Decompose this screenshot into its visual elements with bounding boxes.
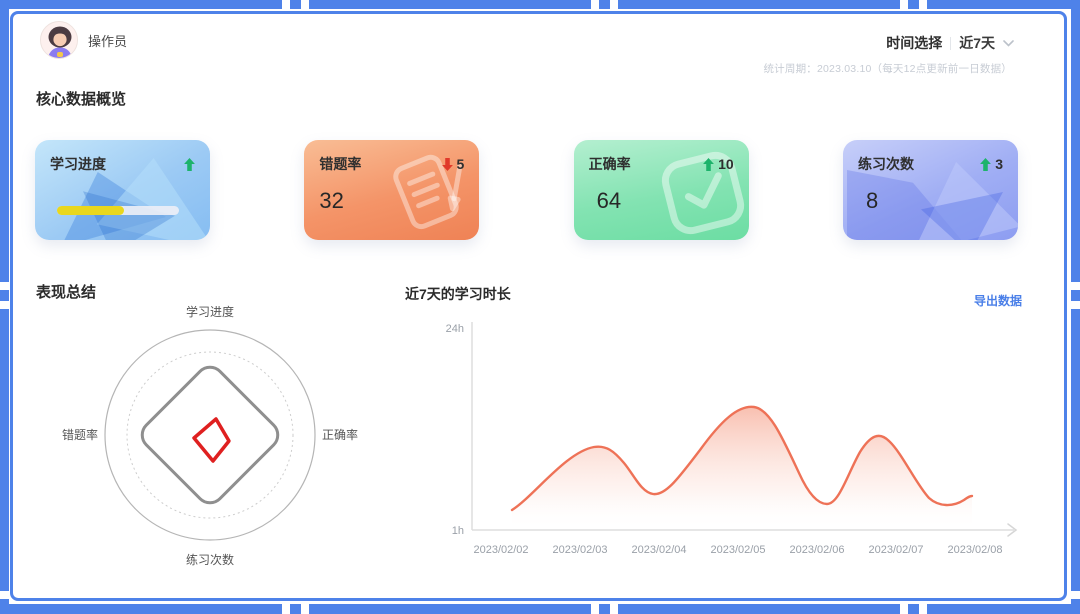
paper-pencil-icon bbox=[383, 140, 479, 240]
card-learning-progress: 学习进度 bbox=[35, 140, 210, 240]
card-value: 8 bbox=[865, 188, 879, 213]
arrow-up-icon bbox=[184, 157, 195, 171]
avatar bbox=[40, 21, 78, 59]
x-tick-date: 2023/02/04 bbox=[631, 544, 686, 556]
y-tick-24h: 24h bbox=[446, 323, 464, 335]
card-delta: 10 bbox=[718, 156, 734, 172]
y-tick-1h: 1h bbox=[452, 525, 464, 537]
time-selector[interactable]: 时间选择 近7天 bbox=[886, 33, 1014, 53]
study-duration-chart: 24h 1h 2023/02/02 2023/02/03 2023/02/04 … bbox=[408, 310, 1038, 570]
time-selector-label: 时间选择 bbox=[886, 35, 943, 51]
radar-benchmark-shape bbox=[140, 365, 280, 505]
summary-section-title: 表现总结 bbox=[36, 284, 97, 301]
card-value: 32 bbox=[319, 188, 344, 213]
radar-axis-left: 错题率 bbox=[62, 427, 98, 442]
frame-dash-left bbox=[0, 0, 9, 614]
radar-axis-bottom: 练习次数 bbox=[186, 552, 234, 567]
chevron-down-icon bbox=[1003, 39, 1014, 47]
overview-section-title: 核心数据概览 bbox=[36, 91, 127, 108]
card-practice-count: 练习次数 3 8 bbox=[842, 140, 1018, 240]
x-axis-arrow-icon bbox=[1007, 523, 1018, 537]
arrow-up-icon bbox=[980, 157, 992, 171]
x-tick-date: 2023/02/02 bbox=[473, 544, 528, 556]
time-selector-value: 近7天 bbox=[959, 35, 995, 51]
x-tick-date: 2023/02/03 bbox=[552, 544, 607, 556]
x-tick-date: 2023/02/07 bbox=[868, 544, 923, 556]
card-title: 学习进度 bbox=[50, 156, 106, 172]
radar-axis-right: 正确率 bbox=[322, 427, 358, 442]
card-delta: 3 bbox=[995, 156, 1003, 172]
x-tick-date: 2023/02/05 bbox=[710, 544, 765, 556]
area-fill bbox=[512, 406, 972, 530]
card-accuracy: 正确率 10 64 bbox=[573, 140, 749, 240]
arrow-down-icon bbox=[441, 157, 453, 171]
radar-chart: 学习进度 正确率 练习次数 错题率 bbox=[60, 300, 360, 577]
export-data-link[interactable]: 导出数据 bbox=[973, 294, 1022, 308]
stats-period-note: 统计周期：2023.03.10（每天12点更新前一日数据） bbox=[763, 63, 1012, 75]
stat-cards-row: 学习进度 bbox=[35, 140, 1018, 240]
time-selector-divider bbox=[950, 36, 952, 50]
radar-value-shape bbox=[192, 417, 231, 463]
card-title: 错题率 bbox=[319, 156, 362, 172]
card-value: 64 bbox=[596, 188, 622, 213]
operator-name: 操作员 bbox=[88, 33, 128, 49]
card-title: 练习次数 bbox=[857, 156, 914, 172]
chart-section-title: 近7天的学习时长 bbox=[405, 286, 511, 302]
card-delta: 5 bbox=[456, 156, 465, 172]
radar-axis-top: 学习进度 bbox=[186, 304, 234, 319]
card-title: 正确率 bbox=[588, 156, 631, 172]
progress-bar-fill bbox=[57, 206, 125, 215]
radar-inner-ring bbox=[126, 351, 294, 519]
arrow-up-icon bbox=[703, 157, 714, 171]
user-info: 操作员 bbox=[40, 21, 127, 59]
line-series bbox=[510, 405, 974, 512]
x-tick-date: 2023/02/08 bbox=[947, 544, 1002, 556]
avatar-illustration bbox=[41, 22, 77, 58]
frame-dash-bottom bbox=[0, 604, 1080, 614]
x-tick-date: 2023/02/06 bbox=[789, 544, 844, 556]
progress-bar bbox=[57, 206, 179, 215]
card-error-rate: 错题率 5 32 bbox=[304, 140, 480, 240]
radar-outer-ring bbox=[104, 329, 316, 541]
frame-dash-right bbox=[1071, 0, 1080, 614]
frame-dash-top bbox=[0, 0, 1080, 9]
check-badge-icon bbox=[649, 140, 749, 240]
